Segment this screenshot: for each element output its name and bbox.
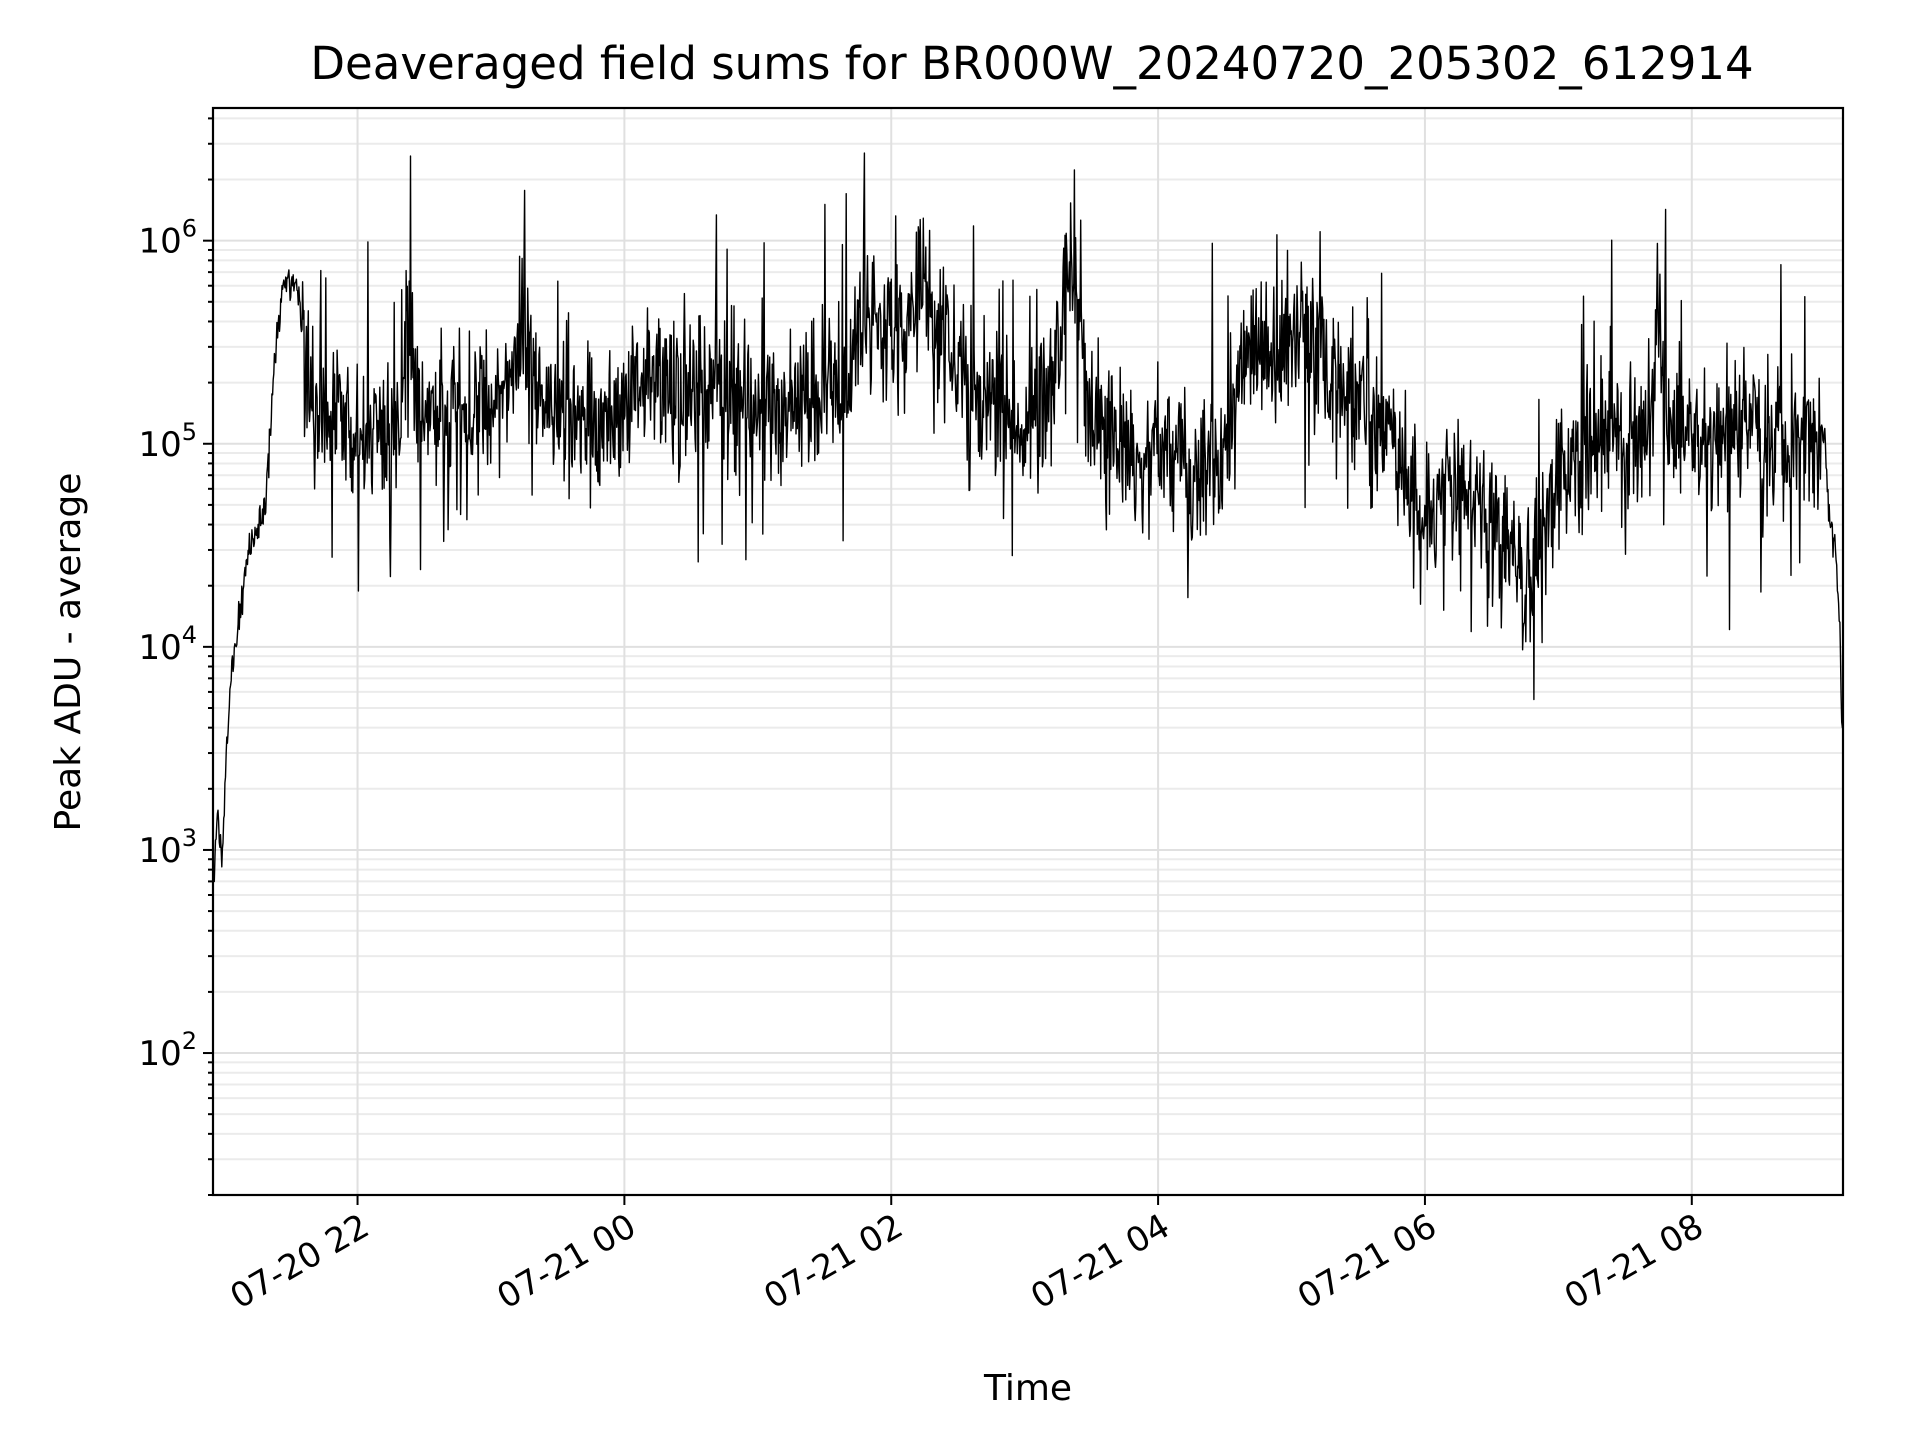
y-axis-label: Peak ADU - average — [48, 473, 89, 832]
plot-frame — [211, 106, 1845, 1197]
y-tick-label: 102 — [138, 1027, 197, 1074]
y-tick-label: 106 — [138, 215, 197, 262]
chart-title: Deaveraged field sums for BR000W_2024072… — [310, 37, 1753, 90]
y-tick-label: 104 — [138, 621, 197, 668]
axis-ticks — [203, 117, 1693, 1205]
y-tick-label: 103 — [138, 824, 197, 871]
y-tick-label: 105 — [138, 418, 197, 465]
x-axis-label: Time — [983, 1368, 1072, 1409]
deaveraged-field-sum-line — [212, 152, 1844, 883]
data-series — [212, 152, 1844, 883]
